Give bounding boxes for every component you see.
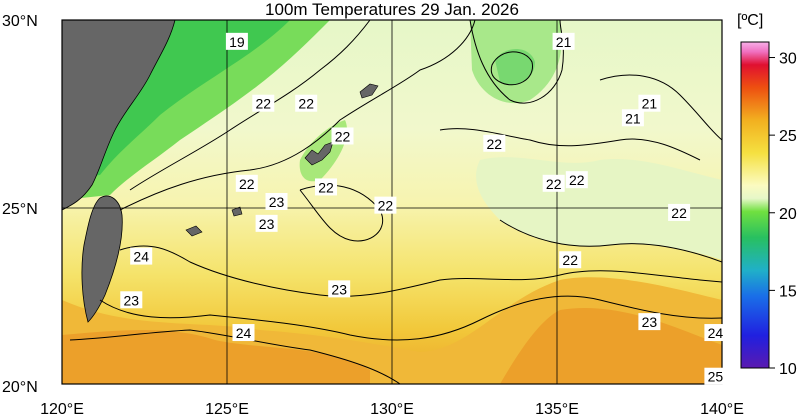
colorbar-tick-label: 10	[779, 361, 797, 378]
contour-label: 22	[239, 176, 255, 192]
contour-label: 23	[331, 281, 347, 297]
contour-label: 22	[378, 198, 394, 214]
contour-label: 22	[569, 172, 585, 188]
contour-label-bg	[252, 94, 275, 112]
contour-label-bg	[225, 32, 248, 50]
contour-label: 23	[269, 194, 285, 210]
lat-label-20: 20°N	[2, 379, 38, 396]
contour-label: 22	[562, 252, 578, 268]
contour-label-bg	[265, 193, 288, 210]
contour-label-bg	[542, 174, 565, 192]
lon-label-130: 130°E	[370, 401, 414, 418]
contour-label-bg	[235, 174, 258, 192]
contour-label: 24	[236, 325, 252, 341]
latitude-axis: 30°N 25°N 20°N	[2, 13, 38, 396]
taiwan	[81, 195, 123, 323]
contour-label-bg	[704, 367, 727, 385]
contour-label: 22	[335, 128, 351, 144]
contour-label-bg	[232, 324, 255, 342]
contour-label-bg	[565, 171, 588, 189]
colorbar-ticks: 30 25 20 15 10	[769, 51, 797, 378]
contour-label-bg	[255, 214, 278, 232]
contour-label: 22	[318, 179, 334, 195]
contour-label: 21	[556, 34, 572, 50]
contour-label-bg	[483, 134, 506, 152]
cool-plateau	[476, 157, 722, 260]
contour-label: 23	[642, 314, 658, 330]
colorbar-tick-label: 15	[779, 283, 797, 300]
contour-label-bg	[295, 94, 318, 112]
lat-label-25: 25°N	[2, 201, 38, 218]
contour-label-bg	[315, 178, 337, 196]
contour-label-bg	[130, 247, 153, 265]
contour-label-bg	[559, 251, 582, 269]
lat-label-30: 30°N	[2, 13, 38, 30]
contour-label-bg	[552, 32, 575, 50]
contour-label: 25	[708, 369, 724, 385]
contour-label: 24	[708, 325, 724, 341]
contour-label-bg	[704, 324, 727, 342]
contour-label-bg	[331, 127, 354, 145]
contour-label-bg	[638, 313, 661, 331]
contour-label-bg	[374, 196, 397, 214]
map-frame	[61, 19, 723, 385]
contour-label-bg	[621, 109, 644, 127]
lon-label-140: 140°E	[700, 401, 744, 418]
lon-label-120: 120°E	[40, 401, 84, 418]
lon-label-125: 125°E	[205, 401, 249, 418]
longitude-axis: 120°E 125°E 130°E 135°E 140°E	[40, 401, 744, 418]
contour-label: 19	[229, 34, 245, 50]
colorbar-tick-label: 30	[779, 51, 797, 68]
contour-label: 22	[256, 96, 272, 112]
contour-label: 22	[671, 205, 687, 221]
colorbar-tick-label: 25	[779, 128, 797, 145]
contour-label-bg	[328, 280, 351, 298]
colorbar-unit: [ºC]	[737, 12, 764, 29]
contour-label: 23	[259, 216, 275, 232]
amami-island	[359, 83, 379, 99]
contour-label: 22	[546, 176, 562, 192]
contour-label: 22	[487, 136, 503, 152]
contour-label-bg	[638, 94, 661, 112]
contour-label: 23	[124, 292, 140, 308]
contour-label: 21	[642, 96, 658, 112]
contour-label: 24	[133, 249, 149, 265]
contour-label: 21	[625, 110, 641, 126]
contour-label-bg	[120, 291, 143, 309]
contour-label-bg	[668, 203, 691, 221]
eddy-core	[495, 48, 535, 85]
map-title: 100m Temperatures 29 Jan. 2026	[265, 0, 519, 19]
lon-label-135: 135°E	[535, 401, 579, 418]
colorbar-tick-label: 20	[779, 206, 797, 223]
contour-label: 22	[298, 96, 314, 112]
colorbar	[740, 41, 770, 369]
china-mainland	[62, 20, 176, 211]
